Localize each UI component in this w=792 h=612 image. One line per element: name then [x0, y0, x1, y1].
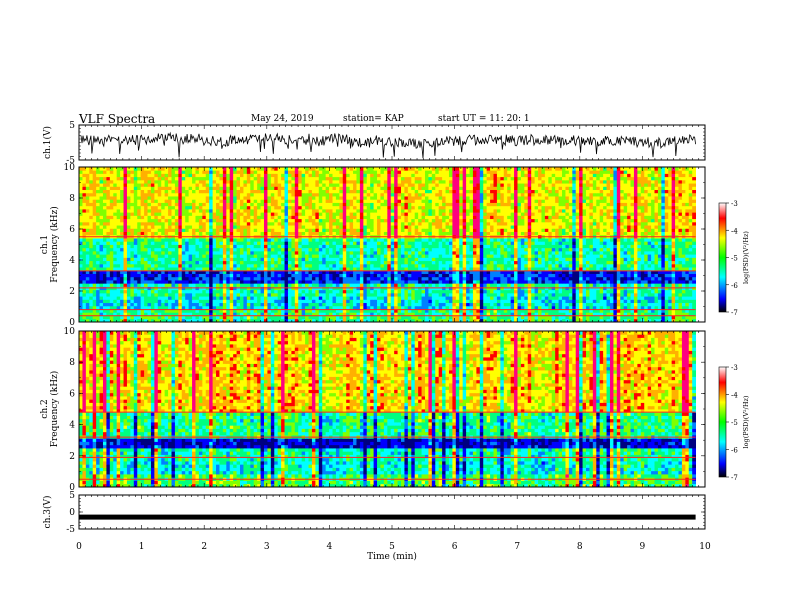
colorbar-2 — [719, 367, 726, 477]
y-tick-label: 8 — [69, 194, 75, 204]
y-tick-label: 6 — [69, 389, 75, 399]
y-tick-label: 5 — [69, 491, 75, 501]
y-tick-label: 4 — [69, 256, 75, 266]
y-tick-label: 6 — [69, 225, 75, 235]
x-tick-label: 5 — [389, 542, 395, 552]
y-axis-label: ch.1 — [40, 235, 50, 254]
colorbar-tick-label: -3 — [731, 200, 738, 208]
y-tick-label: -5 — [66, 525, 75, 535]
x-axis-label: Time (min) — [367, 551, 417, 562]
y-axis-label: Frequency (kHz) — [49, 371, 60, 448]
y-axis-label: ch.3(V) — [42, 496, 53, 529]
y-tick-label: 8 — [69, 358, 75, 368]
panel-frame — [79, 495, 705, 529]
ch3-waveform-trace — [79, 515, 696, 520]
colorbar-tick-label: -7 — [731, 309, 738, 317]
y-tick-label: 10 — [64, 163, 76, 173]
x-tick-label: 7 — [514, 542, 520, 552]
colorbar-tick-label: -6 — [731, 282, 738, 290]
vlf-figure: -3 -4 -5 -6 -7 log(PSD)(V²/Hz) -3 -4 -5 -6 -7 log(P… — [0, 0, 792, 612]
y-tick-label: 2 — [69, 287, 75, 297]
colorbar-1 — [719, 203, 726, 312]
y-tick-label: 5 — [69, 121, 75, 131]
colorbar-tick-label: -5 — [731, 419, 738, 427]
ch1-waveform-trace — [81, 133, 696, 158]
spectrogram-2 — [79, 331, 696, 487]
x-tick-label: 0 — [76, 542, 82, 552]
y-tick-label: 4 — [69, 421, 75, 431]
colorbar-tick-label: -5 — [731, 255, 738, 263]
x-tick-label: 4 — [327, 542, 333, 552]
x-tick-label: 10 — [699, 542, 711, 552]
spectrogram-1 — [79, 167, 696, 322]
colorbar-tick-label: -4 — [731, 392, 738, 400]
colorbar-tick-label: -6 — [731, 447, 738, 455]
y-tick-label: 2 — [69, 452, 75, 462]
y-tick-label: 10 — [64, 327, 76, 337]
x-tick-label: 2 — [201, 542, 207, 552]
y-axis-label: ch.1(V) — [42, 126, 53, 159]
colorbar-label: log(PSD)(V²/Hz) — [742, 231, 750, 284]
colorbar-tick-label: -3 — [731, 364, 738, 372]
x-tick-label: 3 — [264, 542, 270, 552]
x-tick-label: 8 — [577, 542, 583, 552]
colorbar-tick-label: -4 — [731, 227, 738, 235]
y-axis-label: ch.2 — [40, 399, 50, 418]
y-axis-label: Frequency (kHz) — [49, 206, 60, 283]
x-tick-label: 1 — [139, 542, 145, 552]
colorbar-tick-label: -7 — [731, 474, 738, 482]
y-tick-label: 0 — [69, 508, 75, 518]
x-tick-label: 6 — [452, 542, 458, 552]
x-tick-label: 9 — [640, 542, 646, 552]
colorbar-label: log(PSD)(V²/Hz) — [742, 395, 750, 448]
